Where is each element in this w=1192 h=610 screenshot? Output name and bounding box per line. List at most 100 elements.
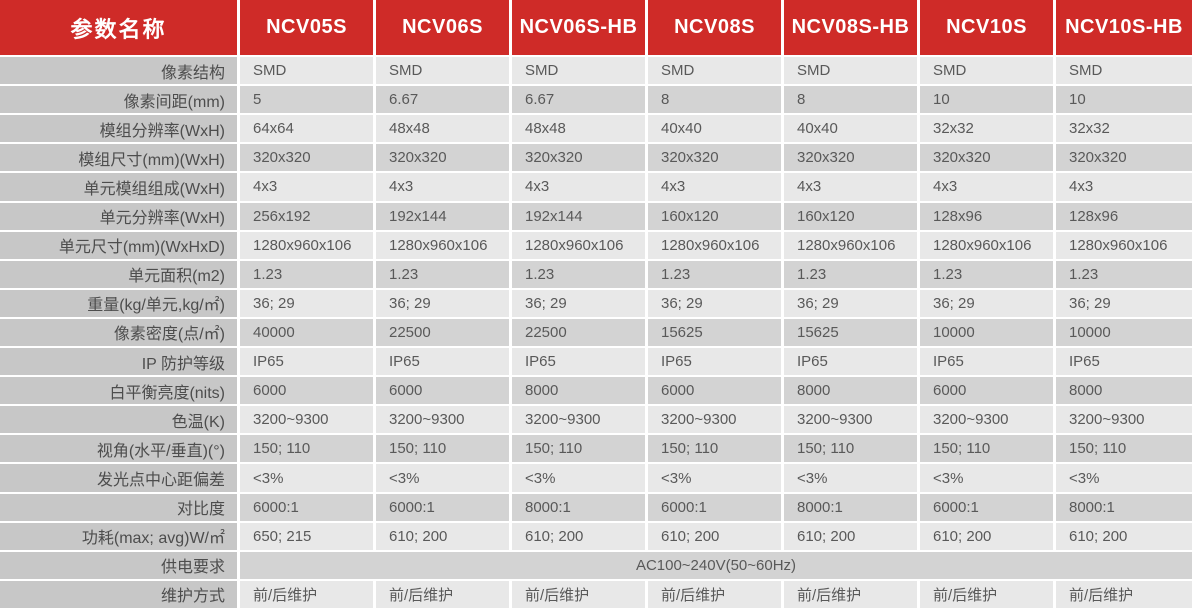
row-label: 像素结构 <box>0 57 240 87</box>
spec-value: 36; 29 <box>1056 289 1192 319</box>
row-label: 模组分辨率(WxH) <box>0 115 240 145</box>
spec-value: 150; 110 <box>784 435 920 465</box>
spec-value: IP65 <box>920 348 1056 378</box>
row-label: IP 防护等级 <box>0 348 240 378</box>
spec-value: 3200~9300 <box>512 406 648 436</box>
spec-value: 8 <box>784 86 920 116</box>
param-name-header: 参数名称 <box>0 0 240 57</box>
row-label: 单元尺寸(mm)(WxHxD) <box>0 231 240 261</box>
row-label: 对比度 <box>0 493 240 523</box>
row-label: 单元分辨率(WxH) <box>0 202 240 232</box>
spec-value: 8000:1 <box>1056 493 1192 523</box>
spec-value: <3% <box>376 464 512 494</box>
spec-value: 36; 29 <box>376 289 512 319</box>
spec-value: 3200~9300 <box>376 406 512 436</box>
spec-value: 15625 <box>784 318 920 349</box>
row-label: 功耗(max; avg)W/㎡ <box>0 522 240 552</box>
spec-value: 320x320 <box>648 144 784 174</box>
spec-value: 1.23 <box>920 260 1056 290</box>
spec-value: 1.23 <box>512 260 648 290</box>
spec-value: 3200~9300 <box>648 406 784 436</box>
row-label: 维护方式 <box>0 580 240 610</box>
spec-value: 150; 110 <box>512 435 648 465</box>
spec-value: 1280x960x106 <box>920 231 1056 261</box>
spec-value: 4x3 <box>648 173 784 203</box>
spec-value: 前/后维护 <box>1056 580 1192 610</box>
spec-value: 610; 200 <box>648 522 784 552</box>
row-label: 发光点中心距偏差 <box>0 464 240 494</box>
spec-value: 320x320 <box>240 144 376 174</box>
spec-value: 48x48 <box>512 115 648 145</box>
spec-value: 150; 110 <box>648 435 784 465</box>
spec-value: 32x32 <box>920 115 1056 145</box>
spec-value: 10 <box>920 86 1056 116</box>
spec-value: 32x32 <box>1056 115 1192 145</box>
spec-value: 10 <box>1056 86 1192 116</box>
spec-value: 3200~9300 <box>1056 406 1192 436</box>
spec-value: 前/后维护 <box>648 580 784 610</box>
model-column-header-ncv10s: NCV10S <box>920 0 1056 57</box>
model-column-header-ncv08s: NCV08S <box>648 0 784 57</box>
spec-value: 6000 <box>920 377 1056 407</box>
spec-value: 150; 110 <box>1056 435 1192 465</box>
spec-value: <3% <box>648 464 784 494</box>
spec-value: <3% <box>920 464 1056 494</box>
spec-value: 40x40 <box>648 115 784 145</box>
spec-value: 10000 <box>920 318 1056 349</box>
spec-value: 1280x960x106 <box>512 231 648 261</box>
spec-value: 4x3 <box>920 173 1056 203</box>
model-column-header-ncv08s-hb: NCV08S-HB <box>784 0 920 57</box>
spec-value: IP65 <box>1056 348 1192 378</box>
spec-value: 8000 <box>784 377 920 407</box>
spec-value: 1280x960x106 <box>648 231 784 261</box>
spec-value: 4x3 <box>1056 173 1192 203</box>
spec-value: 6000:1 <box>376 493 512 523</box>
spec-value: 6000:1 <box>648 493 784 523</box>
spec-value: 610; 200 <box>920 522 1056 552</box>
row-label: 像素间距(mm) <box>0 86 240 116</box>
row-label: 色温(K) <box>0 406 240 436</box>
row-label: 视角(水平/垂直)(°) <box>0 435 240 465</box>
spec-value: 8000:1 <box>784 493 920 523</box>
spec-value: SMD <box>240 57 376 87</box>
spec-value: 1.23 <box>648 260 784 290</box>
row-span-value: AC100~240V(50~60Hz) <box>240 551 1192 581</box>
spec-value: 128x96 <box>1056 202 1192 232</box>
spec-value: 610; 200 <box>1056 522 1192 552</box>
row-label: 模组尺寸(mm)(WxH) <box>0 144 240 174</box>
spec-value: <3% <box>240 464 376 494</box>
spec-value: 150; 110 <box>376 435 512 465</box>
spec-value: 6.67 <box>376 86 512 116</box>
spec-value: SMD <box>648 57 784 87</box>
spec-value: IP65 <box>376 348 512 378</box>
spec-value: 256x192 <box>240 202 376 232</box>
spec-value: SMD <box>376 57 512 87</box>
spec-value: 3200~9300 <box>240 406 376 436</box>
spec-value: 320x320 <box>1056 144 1192 174</box>
spec-value: 8000 <box>512 377 648 407</box>
spec-value: 前/后维护 <box>784 580 920 610</box>
spec-value: 320x320 <box>920 144 1056 174</box>
spec-value: 150; 110 <box>920 435 1056 465</box>
spec-value: 36; 29 <box>648 289 784 319</box>
spec-value: 1280x960x106 <box>1056 231 1192 261</box>
spec-value: 4x3 <box>376 173 512 203</box>
spec-value: 36; 29 <box>512 289 648 319</box>
spec-value: 6000 <box>648 377 784 407</box>
spec-value: 320x320 <box>376 144 512 174</box>
model-column-header-ncv10s-hb: NCV10S-HB <box>1056 0 1192 57</box>
spec-value: <3% <box>1056 464 1192 494</box>
spec-value: SMD <box>1056 57 1192 87</box>
spec-value: SMD <box>512 57 648 87</box>
spec-value: 1.23 <box>240 260 376 290</box>
spec-value: IP65 <box>240 348 376 378</box>
spec-value: 10000 <box>1056 318 1192 349</box>
spec-value: 22500 <box>512 318 648 349</box>
spec-value: 前/后维护 <box>512 580 648 610</box>
spec-value: 1.23 <box>376 260 512 290</box>
spec-value: 15625 <box>648 318 784 349</box>
spec-value: 610; 200 <box>784 522 920 552</box>
spec-value: SMD <box>784 57 920 87</box>
spec-value: 160x120 <box>784 202 920 232</box>
